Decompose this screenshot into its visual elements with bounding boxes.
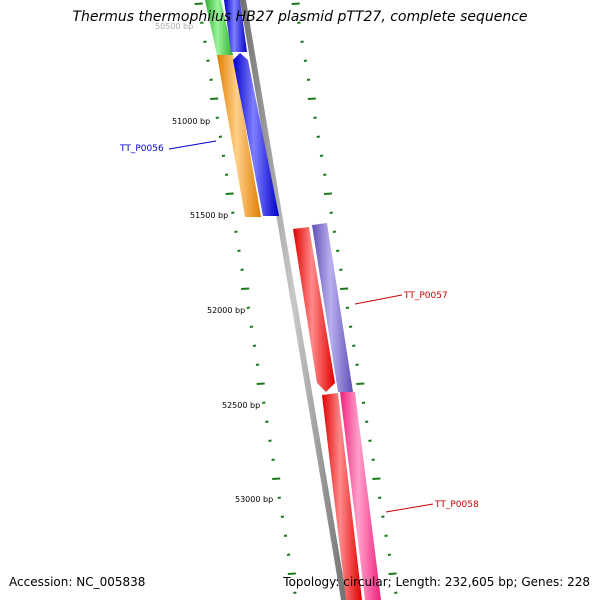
ruler-tick: [323, 173, 327, 176]
ruler-tick: [352, 344, 356, 347]
ruler-tick: [210, 97, 219, 100]
ruler-tick: [271, 458, 275, 461]
ruler-tick: [255, 363, 260, 366]
ruler-tick: [348, 325, 353, 328]
ruler-label: 52500 bp: [222, 401, 260, 410]
ruler-tick: [215, 116, 219, 119]
ruler-tick: [268, 439, 272, 442]
gene-block-orange: [217, 55, 261, 217]
ruler-label-partial: 50500 bp: [155, 22, 193, 31]
ruler-tick: [371, 458, 375, 461]
inner-dotted-track: [194, 2, 297, 594]
gene-block-blue-upper: [224, 0, 247, 52]
ruler-tick: [356, 382, 365, 385]
ruler-tick: [246, 306, 250, 309]
ruler-tick: [384, 534, 388, 537]
ruler-tick: [368, 439, 372, 442]
ruler-tick: [286, 553, 291, 556]
ruler-tick: [218, 135, 223, 138]
ruler-tick: [200, 21, 204, 24]
ruler-tick: [265, 420, 269, 423]
gene-block-red-lower: [322, 393, 362, 600]
ruler-tick: [316, 135, 320, 138]
ruler-tick: [293, 591, 297, 594]
ruler-tick: [355, 363, 359, 366]
ruler-tick: [365, 420, 369, 423]
ruler-tick: [306, 78, 311, 81]
ruler-tick: [249, 325, 254, 328]
gene-block-green: [205, 0, 233, 55]
ruler-tick: [387, 553, 392, 556]
ruler-tick: [300, 40, 304, 43]
gene-label[interactable]: TT_P0057: [403, 291, 448, 301]
gene-label-group-tt-p0058[interactable]: TT_P0058: [385, 500, 479, 513]
ruler-tick: [319, 154, 324, 157]
ruler-tick: [252, 344, 257, 347]
gene-block-blue-lower: [233, 53, 279, 216]
gene-block-pink: [340, 392, 381, 600]
ruler-tick: [303, 59, 308, 62]
ruler-tick: [381, 515, 385, 518]
ruler-tick: [394, 591, 398, 594]
ruler-tick: [340, 287, 349, 290]
ruler-tick: [329, 211, 333, 214]
ruler-tick: [194, 2, 203, 5]
ruler-label: 51000 bp: [172, 117, 210, 126]
ruler-tick: [256, 382, 265, 385]
ruler-tick: [323, 192, 333, 195]
ruler-tick: [345, 306, 350, 309]
ruler-tick: [225, 192, 234, 195]
ruler-tick: [297, 21, 301, 24]
accession-text: Accession: NC_005838: [9, 575, 146, 589]
ruler-tick: [372, 477, 381, 480]
ruler-tick: [287, 572, 296, 575]
gene-label-group-tt-p0057[interactable]: TT_P0057: [354, 291, 448, 305]
ruler-labels: 50500 bp 51000 bp 51500 bp 52000 bp 5250…: [155, 22, 273, 504]
plasmid-backbone: [240, 0, 347, 600]
outer-dotted-track: [291, 2, 398, 594]
ruler-tick: [203, 40, 207, 43]
ruler-tick: [206, 59, 210, 62]
ruler-tick: [277, 496, 281, 499]
ruler-tick: [237, 249, 241, 252]
ruler-tick: [336, 249, 340, 252]
ruler-tick: [339, 268, 343, 271]
gene-label-group-tt-p0056[interactable]: TT_P0056: [119, 140, 217, 154]
ruler-tick: [361, 401, 366, 404]
ruler-tick: [224, 173, 229, 176]
ruler-tick: [241, 287, 250, 290]
gene-label[interactable]: TT_P0058: [434, 500, 479, 510]
ruler-tick: [262, 401, 266, 404]
ruler-tick: [291, 2, 300, 5]
ruler-tick: [209, 78, 213, 81]
ruler-tick: [231, 211, 235, 214]
gene-block-red-upper: [293, 227, 335, 392]
gene-label[interactable]: TT_P0056: [119, 144, 164, 154]
ruler-tick: [280, 515, 285, 518]
ruler-tick: [332, 230, 337, 233]
topology-summary: Topology: circular; Length: 232,605 bp; …: [283, 575, 590, 589]
ruler-tick: [283, 534, 288, 537]
ruler-tick: [234, 230, 238, 233]
ruler-tick: [272, 477, 281, 480]
ruler-tick: [221, 154, 226, 157]
ruler-tick: [388, 572, 397, 575]
ruler-label: 51500 bp: [190, 211, 228, 220]
ruler-tick: [378, 496, 382, 499]
page-title: Thermus thermophilus HB27 plasmid pTT27,…: [72, 9, 528, 25]
gene-block-purple: [312, 223, 353, 392]
ruler-label: 53000 bp: [235, 495, 273, 504]
ruler-label: 52000 bp: [207, 306, 245, 315]
ruler-tick: [240, 268, 244, 271]
ruler-tick: [313, 116, 317, 119]
ruler-tick: [307, 97, 316, 100]
